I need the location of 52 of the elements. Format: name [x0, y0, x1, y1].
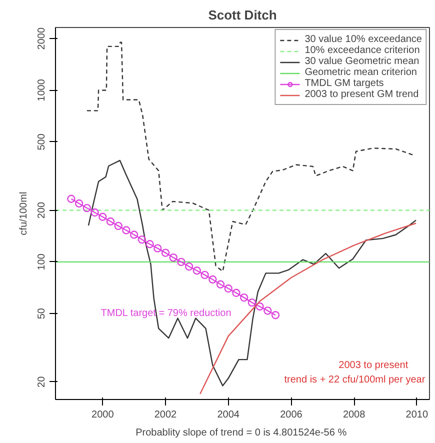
text: Probablity slope of trend = 0 is 4.801524e-56 %	[136, 428, 347, 438]
point	[271, 311, 280, 320]
point	[98, 212, 107, 221]
point	[232, 288, 240, 297]
y-tick-label: 20	[36, 376, 48, 388]
point	[106, 217, 115, 226]
x-tick-label: 2006	[280, 410, 303, 420]
y-tick-label: 1000	[36, 78, 48, 102]
point	[184, 262, 194, 271]
point	[138, 235, 146, 244]
point	[264, 306, 272, 315]
point	[74, 199, 84, 208]
point	[216, 280, 225, 288]
point	[90, 208, 99, 217]
point	[154, 244, 162, 252]
y-tick-label: 100	[36, 253, 48, 270]
point	[256, 302, 264, 311]
legend-label: 10% exceedance criterion	[304, 45, 420, 56]
legend-label: TMDL GM targets	[304, 78, 384, 89]
y-axis-title: cfu/100ml	[18, 192, 30, 236]
annotation: 2003 to present	[338, 360, 408, 371]
point	[240, 293, 248, 302]
legend-label: Geometric mean criterion	[304, 67, 417, 78]
point	[208, 275, 217, 284]
point	[169, 253, 178, 262]
point	[177, 258, 186, 266]
point	[224, 284, 232, 293]
y-tick-label: 50	[36, 308, 48, 320]
point	[161, 248, 170, 257]
x-tick-label: 2008	[342, 410, 366, 420]
annotation: trend is + 22 cfu/100ml per year	[284, 374, 426, 386]
x-tick-label: 2002	[154, 410, 178, 420]
y-tick-label: 500	[36, 133, 48, 150]
y-tick-label: 2000	[36, 27, 48, 50]
point	[82, 204, 92, 212]
point	[248, 298, 256, 307]
point	[200, 270, 209, 280]
point	[192, 266, 202, 275]
chart-title: Scott Ditch	[208, 8, 277, 22]
legend-label: 30 value Geometric mean	[304, 56, 420, 67]
x-tick-label: 2000	[92, 410, 114, 420]
point	[146, 240, 154, 248]
x-tick-label: 2010	[406, 410, 428, 420]
point	[122, 226, 130, 234]
legend-label: 30 value 10% exceedance	[304, 34, 422, 45]
point	[130, 230, 138, 239]
x-tick-label: 2004	[217, 410, 240, 420]
annotation: TMDL target = 79% reduction	[100, 308, 232, 320]
point	[114, 222, 122, 230]
y-tick-label: 200	[36, 201, 48, 219]
legend-label: 2003 to present GM trend	[304, 89, 419, 100]
point	[67, 194, 76, 203]
